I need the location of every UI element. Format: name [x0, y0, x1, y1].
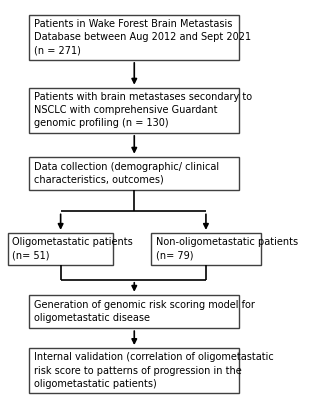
Text: Patients with brain metastases secondary to
NSCLC with comprehensive Guardant
ge: Patients with brain metastases secondary… [34, 92, 252, 128]
FancyBboxPatch shape [29, 157, 239, 190]
Text: Internal validation (correlation of oligometastatic
risk score to patterns of pr: Internal validation (correlation of olig… [34, 352, 273, 389]
Text: Patients in Wake Forest Brain Metastasis
Database between Aug 2012 and Sept 2021: Patients in Wake Forest Brain Metastasis… [34, 19, 251, 56]
FancyBboxPatch shape [29, 88, 239, 133]
Text: Oligometastatic patients
(n= 51): Oligometastatic patients (n= 51) [12, 237, 133, 260]
FancyBboxPatch shape [29, 348, 239, 393]
Text: Data collection (demographic/ clinical
characteristics, outcomes): Data collection (demographic/ clinical c… [34, 162, 219, 185]
FancyBboxPatch shape [29, 295, 239, 328]
FancyBboxPatch shape [8, 233, 113, 265]
Text: Non-oligometastatic patients
(n= 79): Non-oligometastatic patients (n= 79) [156, 237, 298, 260]
Text: Generation of genomic risk scoring model for
oligometastatic disease: Generation of genomic risk scoring model… [34, 300, 255, 323]
FancyBboxPatch shape [29, 15, 239, 60]
FancyBboxPatch shape [151, 233, 260, 265]
